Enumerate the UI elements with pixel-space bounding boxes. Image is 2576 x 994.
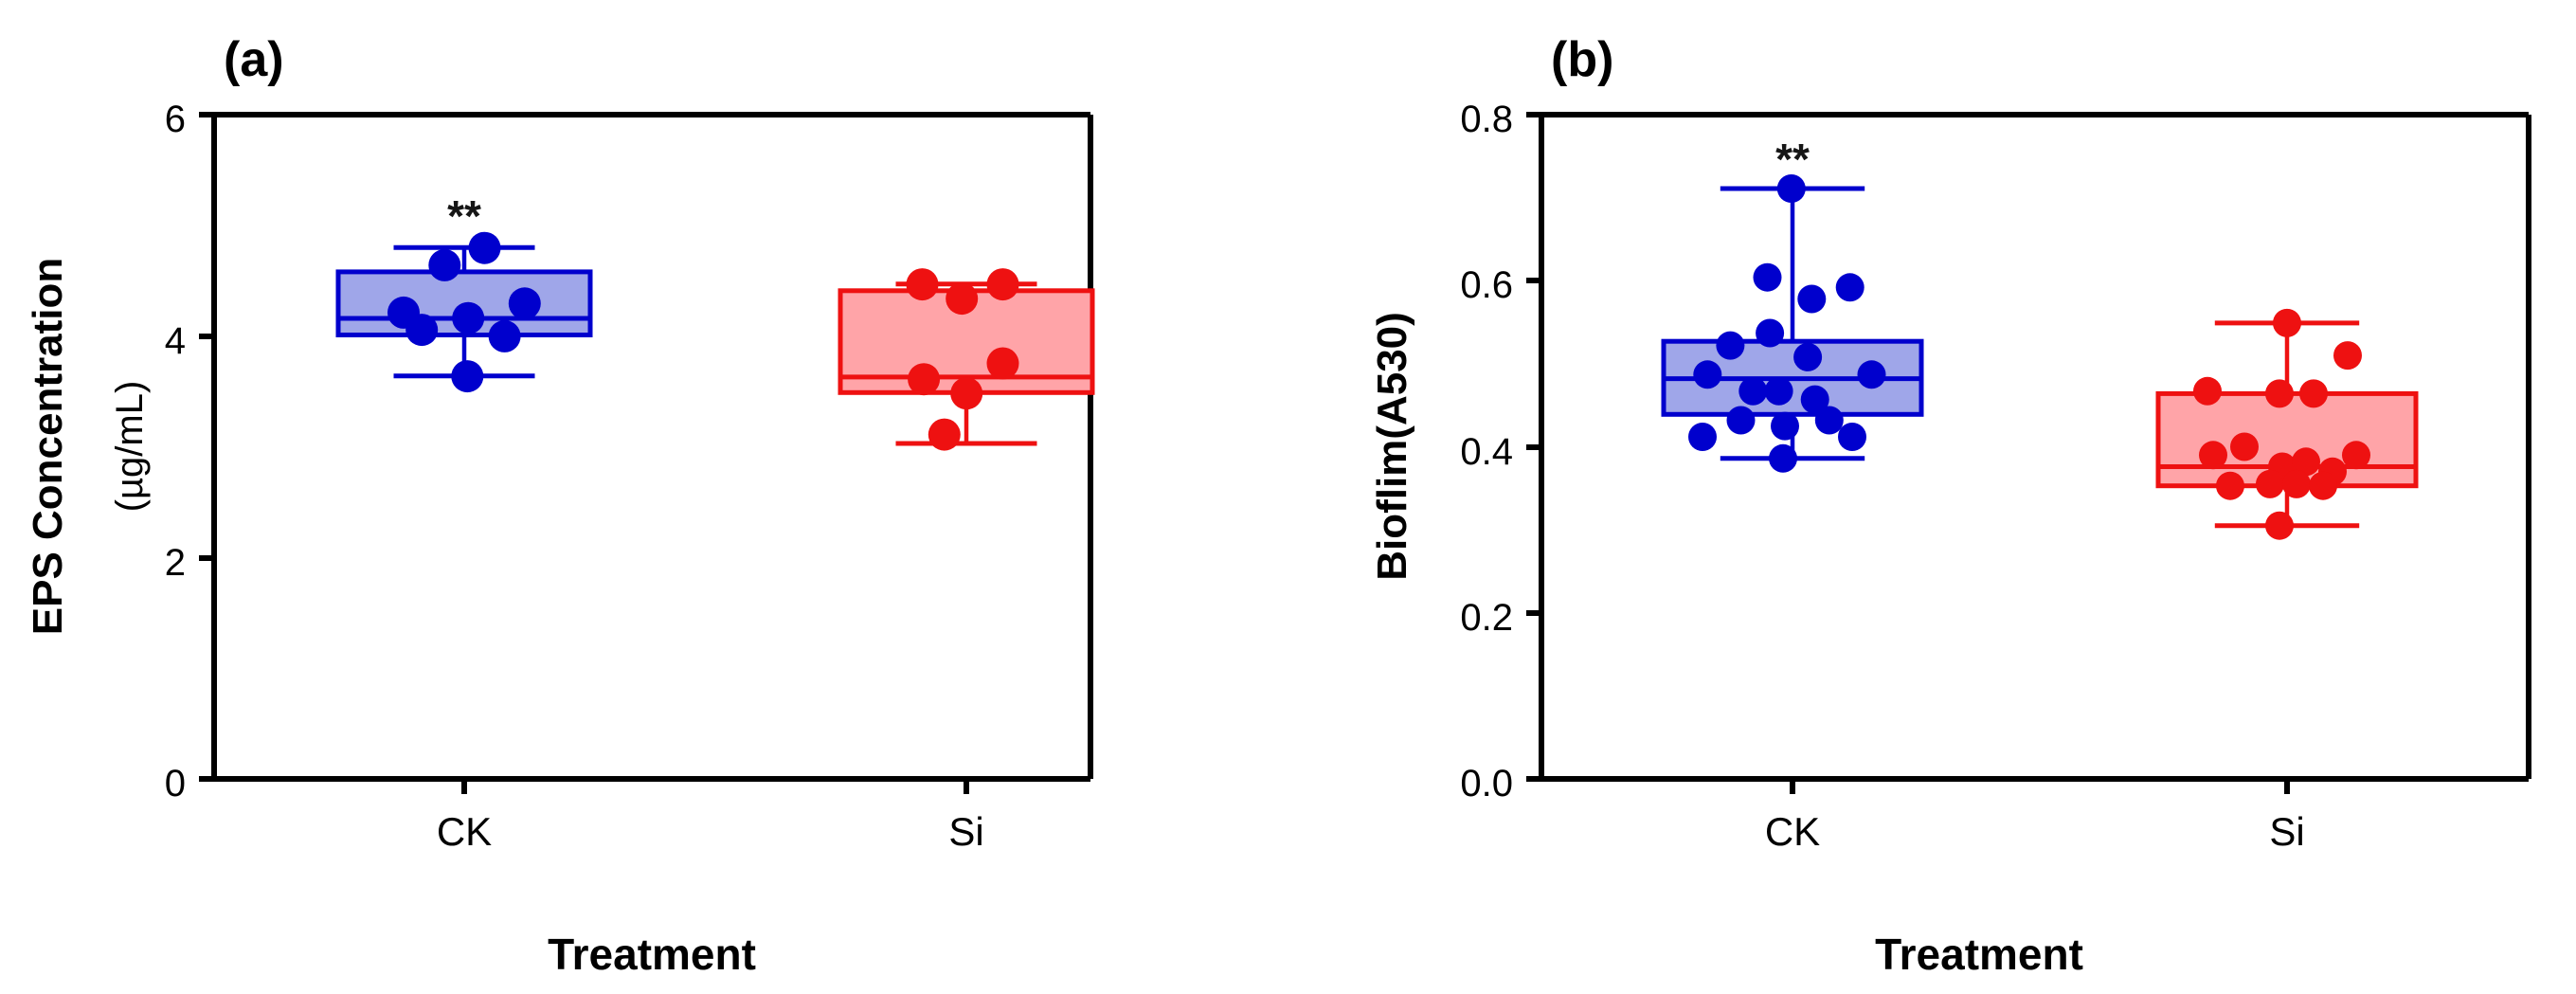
svg-text:Treatment: Treatment [1875, 930, 2083, 979]
svg-text:0.6: 0.6 [1460, 264, 1513, 306]
svg-text:(a): (a) [224, 32, 284, 87]
svg-text:(µg/mL): (µg/mL) [109, 381, 151, 513]
svg-text:Si: Si [948, 809, 983, 854]
svg-text:EPS Concentration: EPS Concentration [25, 258, 71, 636]
svg-text:Treatment: Treatment [548, 930, 756, 979]
svg-text:0.2: 0.2 [1460, 597, 1513, 639]
svg-text:(b): (b) [1551, 32, 1613, 87]
svg-text:0.4: 0.4 [1460, 431, 1513, 473]
svg-text:0.8: 0.8 [1460, 99, 1513, 140]
svg-text:2: 2 [165, 542, 186, 584]
svg-text:**: ** [447, 191, 481, 241]
svg-text:Bioflim(A530): Bioflim(A530) [1369, 312, 1415, 581]
svg-text:0.0: 0.0 [1460, 763, 1513, 804]
svg-text:6: 6 [165, 99, 186, 140]
svg-text:CK: CK [1765, 809, 1820, 854]
svg-text:CK: CK [437, 809, 492, 854]
svg-text:0: 0 [165, 763, 186, 804]
svg-text:Si: Si [2269, 809, 2304, 854]
svg-text:4: 4 [165, 320, 186, 362]
